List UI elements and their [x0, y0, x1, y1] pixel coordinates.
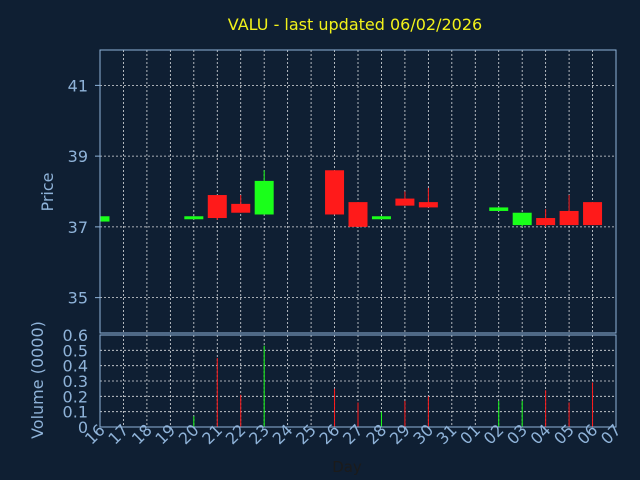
- day-axis-label: Day: [332, 458, 362, 476]
- candle-body: [254, 180, 274, 215]
- candle-body: [207, 195, 227, 219]
- candle-body: [348, 202, 368, 227]
- volume-panel: 00.10.20.30.40.50.6: [63, 326, 617, 437]
- volume-frame: [99, 334, 617, 428]
- day-axis: 1617181920212223242526272829303101020304…: [81, 420, 625, 448]
- volume-tick-label: 0.3: [63, 372, 88, 391]
- candle-body: [489, 207, 509, 211]
- price-tick-label: 39: [68, 147, 88, 166]
- candle-body: [231, 203, 251, 213]
- volume-axis-label: Volume (0000): [28, 321, 47, 439]
- volume-tick-label: 0.2: [63, 387, 88, 406]
- candle-body: [371, 216, 391, 220]
- candle-body: [512, 212, 532, 226]
- volume-tick-label: 0.6: [63, 326, 88, 345]
- candle-body: [325, 170, 345, 215]
- day-tick-label: 07: [597, 420, 625, 448]
- price-panel: 35 37 39 41: [68, 49, 617, 334]
- price-axis-label: Price: [38, 172, 57, 211]
- candle-body: [100, 216, 110, 222]
- candle-body: [559, 210, 579, 226]
- volume-tick-label: 0.1: [63, 403, 88, 422]
- price-tick-label: 35: [68, 289, 88, 308]
- price-tick-label: 41: [68, 76, 88, 95]
- candle-body: [536, 218, 556, 226]
- volume-tick-label: 0: [78, 418, 88, 437]
- candle-body: [395, 198, 415, 206]
- chart-title: VALU - last updated 06/02/2026: [228, 15, 482, 34]
- price-tick-label: 37: [68, 218, 88, 237]
- candle-body: [583, 202, 603, 226]
- price-frame: [99, 49, 617, 334]
- candle-body: [418, 202, 438, 208]
- candle-body: [184, 216, 204, 220]
- volume-tick-label: 0.5: [63, 341, 88, 360]
- volume-tick-label: 0.4: [63, 357, 88, 376]
